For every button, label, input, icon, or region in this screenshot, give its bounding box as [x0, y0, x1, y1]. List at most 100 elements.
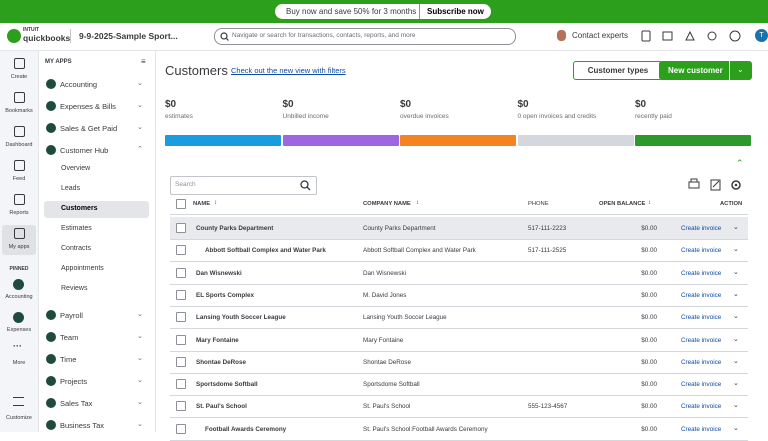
rail-item[interactable]: Bookmarks: [2, 89, 36, 119]
company-name[interactable]: 9-9-2025-Sample Sport...: [79, 31, 178, 41]
app-item[interactable]: Sales Tax ⌄: [39, 396, 155, 413]
contact-experts[interactable]: Contact experts: [572, 31, 629, 40]
customer-name[interactable]: EL Sports Complex: [196, 291, 254, 299]
logo[interactable]: quickbooks: [23, 33, 71, 43]
column-header[interactable]: OPEN BALANCE: [599, 201, 646, 207]
rail-item[interactable]: Feed: [2, 157, 36, 187]
customer-name[interactable]: Dan Wisnewski: [196, 269, 242, 277]
create-invoice[interactable]: Create invoice: [681, 314, 722, 322]
action-chevron[interactable]: ⌄: [733, 335, 739, 343]
app-item[interactable]: Accounting ⌄: [39, 77, 155, 94]
customer-name[interactable]: Abbott Softball Complex and Water Park: [205, 247, 326, 255]
hub-item[interactable]: Leads: [44, 181, 149, 198]
hub-item[interactable]: Overview: [44, 161, 149, 178]
action-chevron[interactable]: ⌄: [733, 357, 739, 365]
action-chevron[interactable]: ⌄: [733, 224, 739, 231]
summary-bar[interactable]: [282, 135, 399, 146]
global-search[interactable]: Navigate or search for transactions, con…: [214, 28, 516, 45]
table-row[interactable]: EL Sports Complex M. David Jones $0.00 Crea…: [170, 284, 748, 307]
action-chevron[interactable]: ⌄: [733, 313, 739, 321]
create-invoice[interactable]: Create invoice: [681, 381, 722, 389]
sort-icon[interactable]: ↕: [214, 200, 217, 206]
customer-name[interactable]: Mary Fontaine: [196, 336, 239, 344]
create-invoice[interactable]: Create invoice: [681, 225, 722, 232]
rail-item[interactable]: Dashboard: [2, 123, 36, 153]
app-item[interactable]: Payroll ⌄: [39, 308, 155, 325]
customer-name[interactable]: Lansing Youth Soccer League: [196, 314, 286, 322]
table-row[interactable]: Abbott Softball Complex and Water Park Ab…: [170, 239, 748, 263]
row-checkbox[interactable]: [176, 223, 186, 233]
table-row[interactable]: County Parks Department County Parks Depa…: [170, 217, 748, 240]
row-checkbox[interactable]: [176, 267, 186, 278]
column-header[interactable]: COMPANY NAME: [363, 201, 411, 207]
table-row[interactable]: Lansing Youth Soccer League Lansing Youth…: [170, 306, 748, 330]
rail-item[interactable]: My apps: [2, 225, 36, 255]
create-invoice[interactable]: Create invoice: [681, 247, 722, 255]
column-header[interactable]: NAME: [193, 201, 211, 207]
promo-pill[interactable]: Buy now and save 50% for 3 months Subscr…: [275, 4, 491, 19]
row-checkbox[interactable]: [176, 245, 186, 256]
table-row[interactable]: Mary Fontaine Mary Fontaine $0.00 Create in…: [170, 329, 748, 352]
table-row[interactable]: Shontae DeRose Shontae DeRose $0.00 Create …: [170, 351, 748, 374]
hub-item[interactable]: Contracts: [44, 241, 149, 258]
table-row[interactable]: Sportsdome Softball Sportsdome Softball $0…: [170, 373, 748, 397]
create-invoice[interactable]: Create invoice: [681, 336, 722, 344]
customer-name[interactable]: Shontae DeRose: [196, 358, 247, 366]
row-checkbox[interactable]: [176, 401, 186, 412]
hub-item[interactable]: Appointments: [44, 261, 149, 278]
row-checkbox[interactable]: [176, 356, 186, 367]
app-item[interactable]: Sales & Get Paid ⌄: [39, 121, 155, 138]
column-header[interactable]: PHONE: [528, 201, 549, 207]
more-icon[interactable]: ···: [13, 341, 22, 351]
table-row[interactable]: Football Awards Ceremony St. Paul's Schoo…: [170, 418, 748, 441]
summary-bar[interactable]: [165, 135, 281, 146]
summary-bar[interactable]: [400, 135, 516, 146]
app-item[interactable]: Customer Hub ⌃: [39, 143, 155, 160]
sort-icon[interactable]: ↕: [648, 200, 651, 206]
row-checkbox[interactable]: [176, 312, 186, 323]
customer-name[interactable]: Sportsdome Softball: [196, 381, 258, 389]
create-invoice[interactable]: Create invoice: [681, 269, 722, 277]
header-checkbox[interactable]: [176, 199, 186, 209]
hub-item[interactable]: Reviews: [44, 281, 149, 298]
row-checkbox[interactable]: [176, 379, 186, 390]
action-chevron[interactable]: ⌄: [733, 290, 739, 298]
new-view-link[interactable]: Check out the new view with filters: [231, 66, 346, 75]
rail-item[interactable]: Reports: [2, 191, 36, 221]
customer-name[interactable]: County Parks Department: [196, 225, 274, 232]
row-checkbox[interactable]: [176, 289, 186, 300]
create-invoice[interactable]: Create invoice: [681, 291, 722, 299]
table-search[interactable]: Search: [170, 176, 317, 195]
app-item[interactable]: Business Tax ⌄: [39, 418, 155, 435]
customer-name[interactable]: St. Paul's School: [196, 403, 247, 411]
create-invoice[interactable]: Create invoice: [681, 403, 722, 411]
new-customer-button[interactable]: New customer ⌄: [659, 61, 752, 80]
hub-item[interactable]: Estimates: [44, 221, 149, 238]
app-item[interactable]: Expenses & Bills ⌄: [39, 99, 155, 116]
new-customer-dropdown[interactable]: ⌄: [737, 65, 744, 74]
action-chevron[interactable]: ⌄: [733, 380, 739, 388]
collapse-summary[interactable]: ⌃: [736, 158, 744, 168]
table-row[interactable]: Dan Wisnewski Dan Wisnewski $0.00 Create in…: [170, 262, 748, 285]
app-item[interactable]: Time ⌄: [39, 352, 155, 369]
customer-name[interactable]: Football Awards Ceremony: [205, 425, 287, 433]
summary-bar[interactable]: [517, 135, 634, 146]
collapse-icon[interactable]: ≡: [141, 57, 146, 66]
row-checkbox[interactable]: [176, 423, 186, 434]
table-tools[interactable]: [686, 178, 746, 192]
row-checkbox[interactable]: [176, 334, 186, 345]
user-avatar[interactable]: T: [755, 29, 768, 42]
action-chevron[interactable]: ⌄: [733, 268, 739, 276]
create-invoice[interactable]: Create invoice: [681, 358, 722, 366]
summary-bar[interactable]: [635, 135, 751, 146]
action-chevron[interactable]: ⌄: [733, 424, 739, 432]
sort-icon[interactable]: ↕: [416, 200, 419, 206]
app-item[interactable]: Team ⌄: [39, 330, 155, 347]
subscribe-button[interactable]: Subscribe now: [427, 7, 484, 16]
column-header[interactable]: ACTION: [720, 201, 743, 207]
app-item[interactable]: Projects ⌄: [39, 374, 155, 391]
rail-item[interactable]: Create: [2, 55, 36, 85]
hub-item[interactable]: Customers: [44, 201, 149, 218]
pinned-icon[interactable]: [13, 279, 24, 290]
action-chevron[interactable]: ⌄: [733, 246, 739, 254]
